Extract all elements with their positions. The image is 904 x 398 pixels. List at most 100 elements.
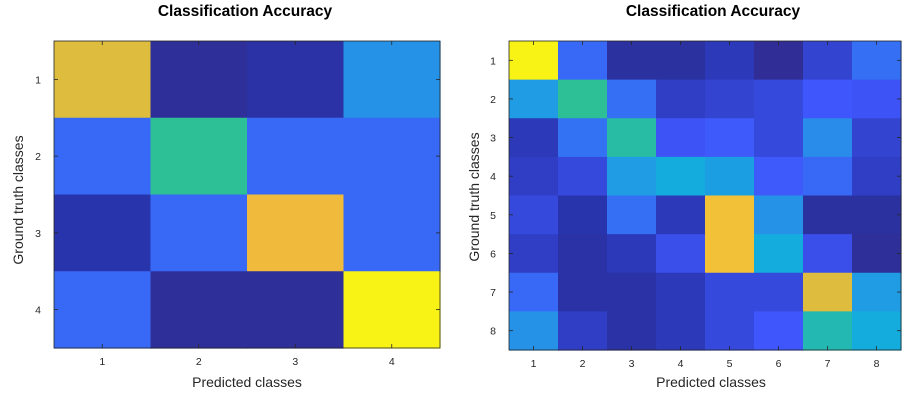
right-cell-r6-c8 (852, 234, 902, 274)
left-cell-r4-c3 (247, 271, 345, 349)
right-cell-r3-c2 (558, 118, 608, 158)
left-cell-r1-c4 (343, 41, 441, 119)
right-cell-r4-c8 (852, 156, 902, 197)
right-cell-r6-c3 (607, 234, 657, 274)
right-cell-r1-c3 (607, 41, 657, 81)
right-y-tick-label-2: 2 (490, 94, 496, 106)
right-cell-r1-c6 (754, 41, 804, 81)
right-cell-r5-c6 (754, 195, 804, 235)
left-x-tick-label-3: 3 (292, 356, 298, 368)
right-cell-r4-c5 (705, 156, 755, 197)
right-y-tick-label-4: 4 (490, 171, 496, 183)
right-cell-r4-c3 (607, 156, 657, 197)
right-cell-r7-c2 (558, 272, 608, 312)
right-cell-r5-c1 (509, 195, 559, 235)
right-cell-r1-c1 (509, 41, 559, 81)
right-cell-r4-c2 (558, 156, 608, 197)
right-cell-r3-c8 (852, 118, 902, 158)
right-x-tick-label-6: 6 (776, 358, 782, 370)
right-cell-r4-c4 (656, 156, 706, 197)
right-cell-r5-c7 (803, 195, 853, 235)
right-cell-r5-c3 (607, 195, 657, 235)
right-cell-r4-c7 (803, 156, 853, 197)
right-cell-r2-c8 (852, 79, 902, 119)
right-cell-r3-c7 (803, 118, 853, 158)
left-cell-r3-c1 (54, 194, 152, 272)
left-y-tick-label-2: 2 (35, 151, 41, 163)
right-cell-r3-c1 (509, 118, 559, 158)
left-cell-r3-c4 (343, 194, 441, 272)
right-x-tick-label-4: 4 (678, 358, 684, 370)
right-cell-r1-c4 (656, 41, 706, 81)
right-cell-r8-c4 (656, 311, 706, 351)
right-cell-r6-c4 (656, 234, 706, 274)
right-cell-r8-c2 (558, 311, 608, 351)
right-cell-r2-c6 (754, 79, 804, 119)
right-x-tick-label-8: 8 (874, 358, 880, 370)
right-cell-r2-c2 (558, 79, 608, 119)
right-x-tick-label-7: 7 (825, 358, 831, 370)
left-cell-r3-c3 (247, 194, 345, 272)
right-cell-r4-c1 (509, 156, 559, 197)
right-cell-r7-c4 (656, 272, 706, 312)
right-cell-r2-c4 (656, 79, 706, 119)
right-cell-r7-c3 (607, 272, 657, 312)
right-cell-r5-c2 (558, 195, 608, 235)
right-cell-r2-c1 (509, 79, 559, 119)
left-cell-r2-c4 (343, 117, 441, 196)
right-cell-r8-c8 (852, 311, 902, 351)
right-y-tick-label-6: 6 (490, 248, 496, 260)
right-cell-r8-c1 (509, 311, 559, 351)
right-cell-r1-c5 (705, 41, 755, 81)
right-cell-r8-c3 (607, 311, 657, 351)
left-x-axis-label: Predicted classes (192, 374, 302, 390)
right-cell-r3-c5 (705, 118, 755, 158)
right-cell-r5-c4 (656, 195, 706, 235)
right-plot-frame (508, 40, 902, 351)
right-cell-r7-c5 (705, 272, 755, 312)
left-cell-r1-c2 (150, 41, 248, 119)
left-cell-r3-c2 (150, 194, 248, 272)
right-cell-r2-c7 (803, 79, 853, 119)
left-x-tick-label-1: 1 (99, 356, 105, 368)
right-cell-r6-c1 (509, 234, 559, 274)
left-y-tick-label-4: 4 (35, 305, 41, 317)
right-cell-r3-c6 (754, 118, 804, 158)
left-x-tick-label-2: 2 (196, 356, 202, 368)
right-chart-title: Classification Accuracy (625, 3, 801, 20)
left-plot-frame (53, 40, 441, 349)
right-cell-r8-c5 (705, 311, 755, 351)
right-cell-r8-c7 (803, 311, 853, 351)
left-cell-r4-c1 (54, 271, 152, 349)
right-cell-r6-c2 (558, 234, 608, 274)
right-cell-r7-c1 (509, 272, 559, 312)
right-x-tick-label-3: 3 (629, 358, 635, 370)
right-heatmap-cells (509, 41, 902, 351)
right-cell-r8-c6 (754, 311, 804, 351)
right-cell-r6-c7 (803, 234, 853, 274)
right-y-axis-label: Ground truth classes (466, 132, 482, 262)
right-cell-r1-c2 (558, 41, 608, 81)
right-x-tick-label-2: 2 (580, 358, 586, 370)
left-cell-r1-c3 (247, 41, 345, 119)
right-x-tick-label-5: 5 (727, 358, 733, 370)
right-cell-r4-c6 (754, 156, 804, 197)
right-cell-r1-c8 (852, 41, 902, 81)
left-y-tick-label-3: 3 (35, 228, 41, 240)
right-y-tick-label-7: 7 (490, 287, 496, 299)
right-cell-r1-c7 (803, 41, 853, 81)
right-y-tick-label-5: 5 (490, 210, 496, 222)
right-y-tick-label-8: 8 (490, 326, 496, 338)
left-y-axis-label: Ground truth classes (10, 135, 26, 265)
right-x-axis-label: Predicted classes (656, 374, 766, 390)
left-cell-r1-c1 (54, 41, 152, 119)
right-cell-r5-c5 (705, 195, 755, 235)
right-cell-r7-c7 (803, 272, 853, 312)
left-x-tick-label-4: 4 (389, 356, 395, 368)
right-cell-r5-c8 (852, 195, 902, 235)
right-cell-r2-c3 (607, 79, 657, 119)
left-cell-r4-c4 (343, 271, 441, 349)
right-cell-r7-c8 (852, 272, 902, 312)
right-cell-r6-c5 (705, 234, 755, 274)
